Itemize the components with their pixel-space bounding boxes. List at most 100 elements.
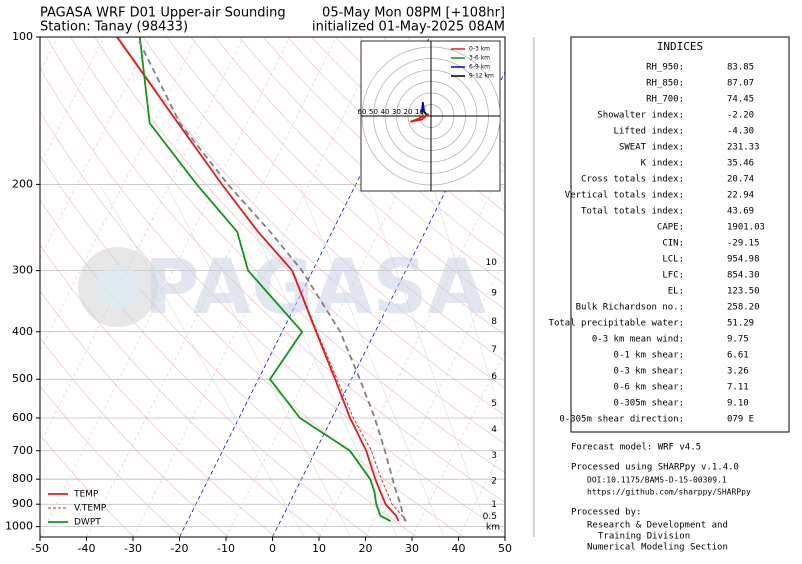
index-value: 079 E bbox=[727, 415, 754, 425]
index-value: 83.85 bbox=[727, 63, 754, 73]
index-name: Showalter index: bbox=[597, 111, 684, 121]
index-name: 0-6 km shear: bbox=[614, 383, 684, 393]
index-name: LFC: bbox=[662, 271, 684, 281]
x-tick-label: 0 bbox=[269, 542, 276, 555]
index-value: 35.46 bbox=[727, 159, 754, 169]
x-tick-label: -40 bbox=[78, 542, 96, 555]
hodo-legend-label: 0-3 km bbox=[469, 46, 490, 53]
hodo-ring-label: 40 bbox=[381, 108, 390, 116]
height-label: 8 bbox=[491, 317, 497, 327]
index-name: Total precipitable water: bbox=[549, 319, 684, 329]
index-value: 20.74 bbox=[727, 175, 754, 185]
x-tick-label: 40 bbox=[452, 542, 466, 555]
footer-text: Training Division bbox=[598, 532, 690, 542]
index-value: 22.94 bbox=[727, 191, 754, 201]
index-name: LCL: bbox=[662, 255, 684, 265]
hodo-ring-label: 50 bbox=[369, 108, 378, 116]
indices-title: INDICES bbox=[657, 40, 703, 53]
y-tick-label: 100 bbox=[12, 30, 33, 43]
index-value: -29.15 bbox=[727, 239, 760, 249]
y-tick-label: 200 bbox=[12, 177, 33, 190]
y-tick-label: 1000 bbox=[5, 520, 33, 533]
index-name: EL: bbox=[668, 287, 684, 297]
footer-text: Research & Development and bbox=[587, 521, 728, 531]
y-tick-label: 600 bbox=[12, 411, 33, 424]
hodo-ring-label: 10 bbox=[415, 108, 424, 116]
x-tick-label: 10 bbox=[312, 542, 326, 555]
index-name: RH_700: bbox=[646, 95, 684, 105]
index-name: Lifted index: bbox=[614, 127, 684, 137]
hodo-ring-label: 60 bbox=[358, 108, 367, 116]
footer-text: Numerical Modeling Section bbox=[587, 543, 728, 553]
index-value: 74.45 bbox=[727, 95, 754, 105]
height-label: 3 bbox=[491, 451, 497, 461]
y-tick-label: 500 bbox=[12, 372, 33, 385]
x-tick-label: -20 bbox=[171, 542, 189, 555]
index-name: 0-3 km shear: bbox=[614, 367, 684, 377]
y-tick-label: 700 bbox=[12, 444, 33, 457]
index-value: 7.11 bbox=[727, 383, 749, 393]
y-tick-label: 300 bbox=[12, 264, 33, 277]
y-tick-label: 800 bbox=[12, 472, 33, 485]
x-tick-label: -50 bbox=[31, 542, 49, 555]
watermark: PAGASA bbox=[144, 242, 486, 331]
legend-label: TEMP bbox=[73, 490, 99, 500]
index-value: 854.30 bbox=[727, 271, 760, 281]
chart-title: PAGASA WRF D01 Upper-air Sounding bbox=[40, 6, 286, 21]
hodo-legend-label: 9-12 km bbox=[469, 73, 494, 80]
index-value: 954.98 bbox=[727, 255, 760, 265]
index-value: 231.33 bbox=[727, 143, 760, 153]
index-value: 258.20 bbox=[727, 303, 760, 313]
valid-time: 05-May Mon 08PM [+108hr] bbox=[322, 6, 505, 21]
height-unit: km bbox=[486, 523, 500, 533]
watermark-group: PAGASA bbox=[78, 242, 486, 331]
height-label: 5 bbox=[491, 399, 497, 409]
index-value: 9.75 bbox=[727, 335, 749, 345]
index-value: 43.69 bbox=[727, 207, 754, 217]
footer-text: Forecast model: WRF v4.5 bbox=[571, 443, 701, 453]
y-tick-label: 900 bbox=[12, 497, 33, 510]
x-tick-label: 30 bbox=[405, 542, 419, 555]
footer-text: Processed by: bbox=[571, 508, 641, 518]
chart-subtitle: Station: Tanay (98433) bbox=[40, 20, 188, 35]
x-tick-label: -30 bbox=[124, 542, 142, 555]
hodo-legend-label: 6-9 km bbox=[469, 64, 490, 71]
index-value: 1901.03 bbox=[727, 223, 765, 233]
hodo-legend-label: 3-6 km bbox=[469, 55, 490, 62]
height-label: 2 bbox=[491, 476, 497, 486]
index-name: RH_950: bbox=[646, 63, 684, 73]
height-label: 6 bbox=[491, 372, 497, 382]
index-value: 123.50 bbox=[727, 287, 760, 297]
x-tick-label: 20 bbox=[359, 542, 373, 555]
footer-text: https://github.com/sharppy/SHARPpy bbox=[587, 488, 751, 497]
index-value: 6.61 bbox=[727, 351, 749, 361]
legend-label: DWPT bbox=[74, 518, 101, 528]
x-tick-label: 50 bbox=[498, 542, 512, 555]
height-label: 0.5 bbox=[483, 512, 497, 522]
y-tick-label: 400 bbox=[12, 325, 33, 338]
index-value: 9.10 bbox=[727, 399, 749, 409]
watermark-logo bbox=[96, 265, 140, 309]
x-tick-label: -10 bbox=[217, 542, 235, 555]
height-label: 9 bbox=[491, 288, 497, 298]
hodo-ring-label: 30 bbox=[392, 108, 401, 116]
index-name: CIN: bbox=[662, 239, 684, 249]
index-name: 0-305m shear direction: bbox=[559, 415, 684, 425]
index-name: Total totals index: bbox=[581, 207, 684, 217]
index-value: 3.26 bbox=[727, 367, 749, 377]
index-name: Bulk Richardson no.: bbox=[576, 303, 684, 313]
index-value: -4.30 bbox=[727, 127, 754, 137]
index-name: K index: bbox=[641, 159, 684, 169]
index-name: Cross totals index: bbox=[581, 175, 684, 185]
index-name: Vertical totals index: bbox=[565, 191, 684, 201]
index-name: 0-1 km shear: bbox=[614, 351, 684, 361]
index-name: SWEAT index: bbox=[619, 143, 684, 153]
index-name: RH_850: bbox=[646, 79, 684, 89]
index-name: CAPE: bbox=[657, 223, 684, 233]
index-value: 51.29 bbox=[727, 319, 754, 329]
height-label: 10 bbox=[486, 258, 498, 268]
footer-text: DOI:10.1175/BAMS-D-15-00309.1 bbox=[587, 476, 727, 485]
index-value: -2.20 bbox=[727, 111, 754, 121]
init-time: initialized 01-May-2025 08AM bbox=[312, 20, 505, 35]
